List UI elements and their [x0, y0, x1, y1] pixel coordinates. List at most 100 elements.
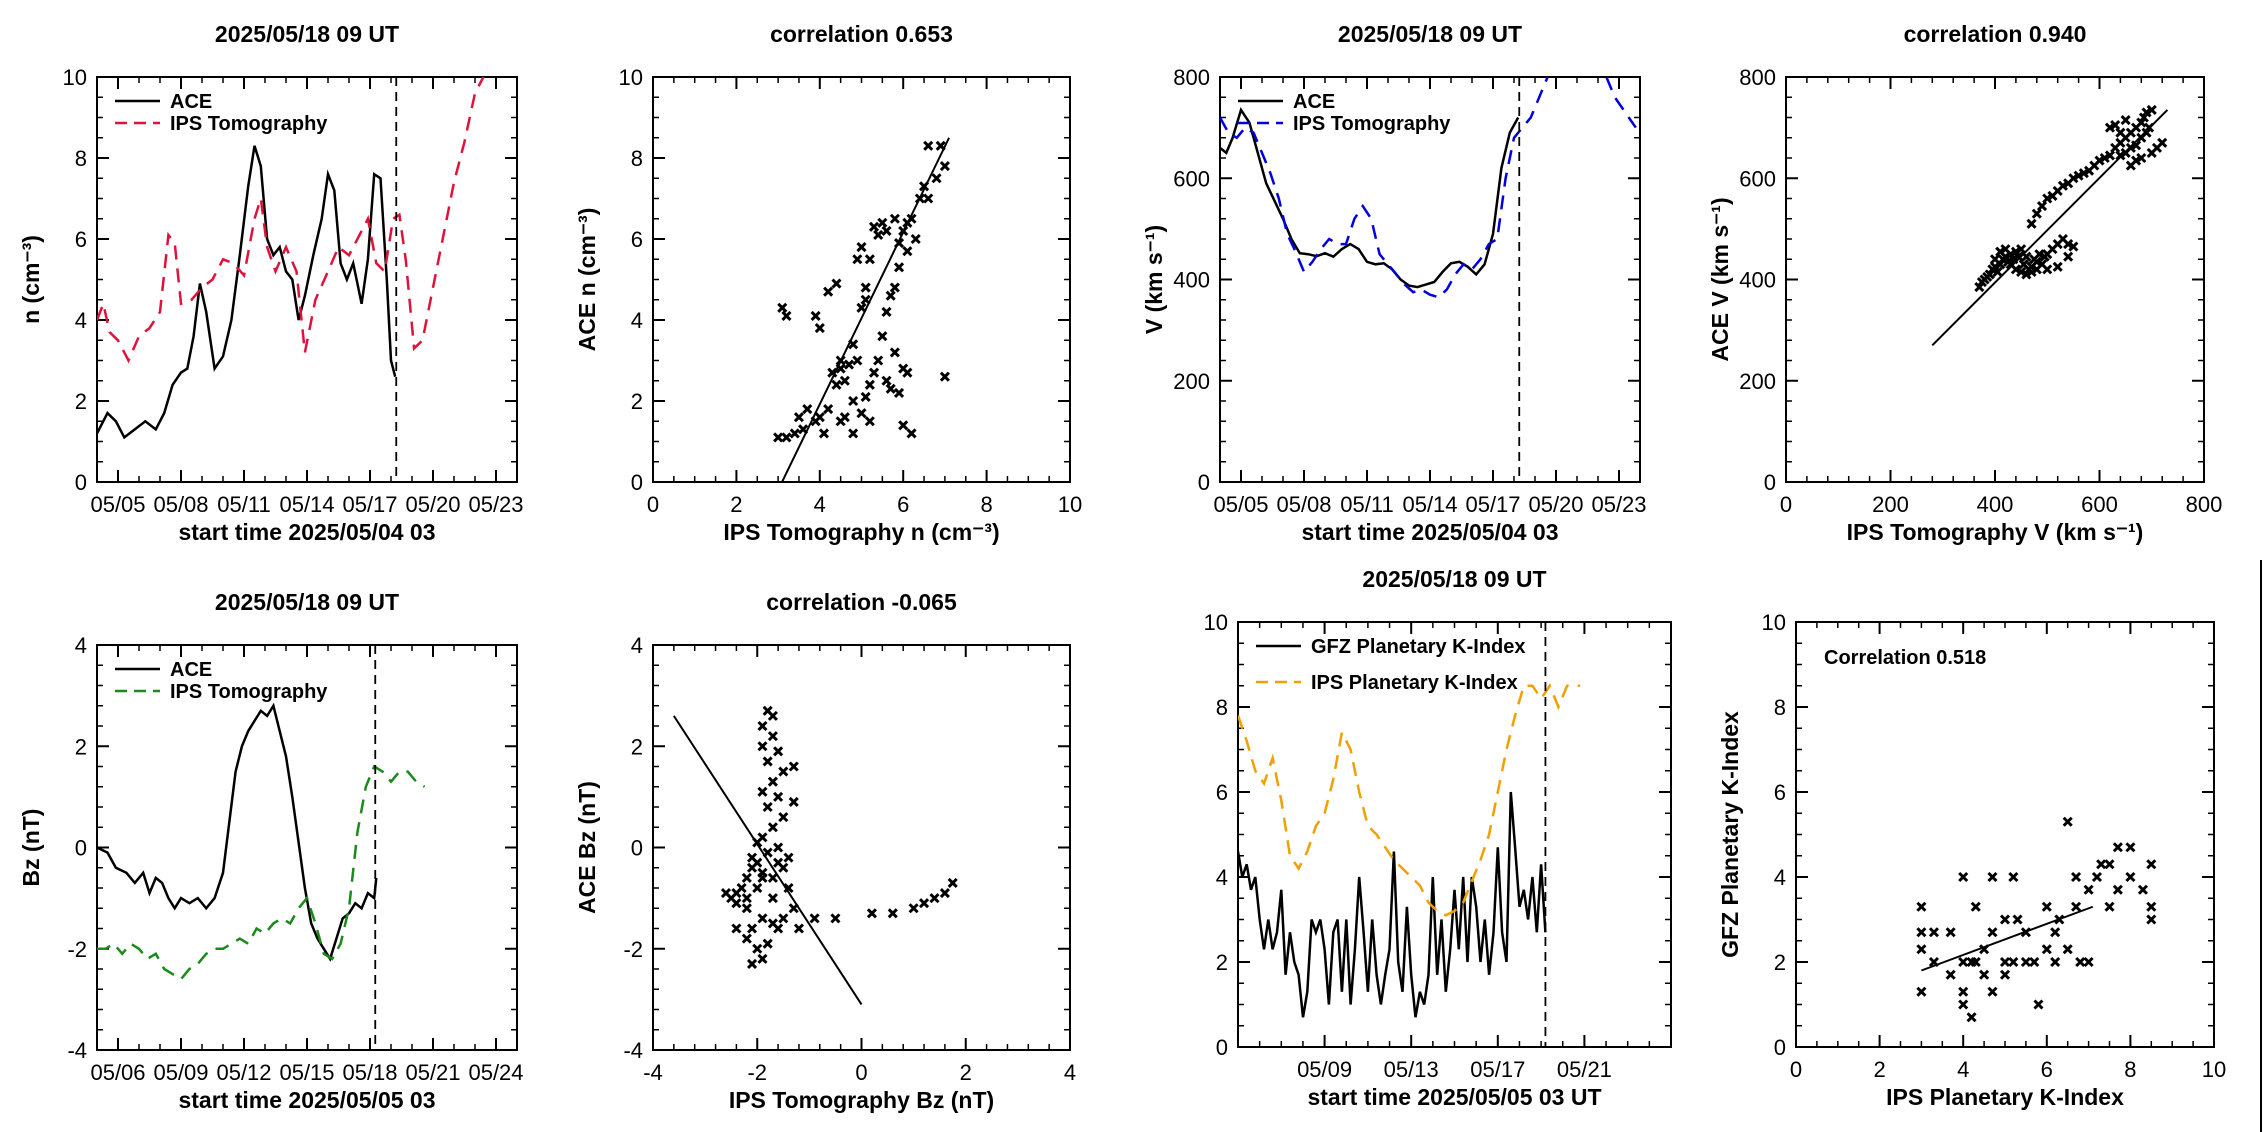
- series-line-0: [1238, 791, 1547, 1018]
- scatter-point: [814, 323, 825, 334]
- y-tick-label: 8: [1774, 695, 1786, 720]
- scatter-point: [2010, 246, 2021, 257]
- x-tick-label: -4: [643, 1060, 663, 1085]
- scatter-point: [2050, 927, 2061, 938]
- x-axis-label: IPS Tomography Bz (nT): [729, 1087, 994, 1113]
- scatter-point: [2063, 251, 2074, 262]
- scatter-point: [852, 355, 863, 366]
- scatter-point: [2120, 147, 2131, 158]
- y-axis-label: V (km s⁻¹): [1141, 225, 1167, 334]
- plot-frame: [652, 644, 1071, 1051]
- scatter-point: [2125, 842, 2136, 853]
- y-tick-label: 4: [631, 308, 643, 333]
- scatter-point: [757, 913, 768, 924]
- scatter-point: [2020, 927, 2031, 938]
- scatter-point: [2078, 168, 2089, 179]
- data-area: [97, 77, 485, 482]
- y-tick-label: 8: [631, 146, 643, 171]
- scatter-point: [2029, 956, 2040, 968]
- x-tick-label: 05/08: [153, 492, 208, 517]
- scatter-point: [2157, 137, 2168, 148]
- series-line-1: [97, 764, 426, 981]
- scatter-point: [741, 893, 752, 904]
- legend-label: GFZ Planetary K-Index: [1311, 636, 1526, 658]
- y-tick-label: 0: [631, 470, 643, 495]
- scatter-point: [856, 242, 867, 253]
- plot-frame: [652, 76, 1071, 483]
- panel-bz-scatter: -4 -2 0 2 4 -4 -2 0 2 4 correlation -0.065 IPS Tomo…: [574, 589, 1076, 1113]
- x-tick-label: 8: [2124, 1057, 2136, 1082]
- y-axis-label: n (cm⁻³): [18, 235, 44, 324]
- series-line-1: [1238, 683, 1581, 917]
- y-tick-label: 4: [1774, 865, 1786, 890]
- scatter-point: [827, 367, 838, 378]
- scatter-point: [868, 221, 880, 232]
- y-tick-label: 10: [619, 65, 643, 90]
- scatter-point: [731, 898, 742, 909]
- legend-label: IPS Tomography: [170, 113, 328, 135]
- panel-title: correlation 0.940: [1904, 21, 2087, 47]
- scatter-point: [2073, 170, 2084, 181]
- y-tick-label: 4: [75, 308, 87, 333]
- scatter-point: [873, 229, 884, 241]
- scatter-point: [746, 862, 758, 873]
- scatter-point: [881, 375, 892, 386]
- scatter-point: [2120, 114, 2131, 126]
- scatter-point: [741, 933, 752, 944]
- scatter-point: [762, 756, 773, 767]
- scatter-point: [1999, 914, 2011, 925]
- scatter-point: [2112, 842, 2123, 853]
- scatter-point: [773, 791, 784, 802]
- y-tick-label: 2: [1774, 950, 1786, 975]
- scatter-point: [939, 161, 950, 172]
- scatter-point: [810, 310, 821, 322]
- scatter-point: [848, 339, 859, 350]
- scatter-point: [2146, 859, 2157, 870]
- data-area: [773, 137, 950, 482]
- scatter-point: [752, 837, 763, 848]
- scatter-point: [893, 262, 905, 273]
- scatter-point: [889, 347, 900, 358]
- y-tick-label: 600: [1739, 166, 1776, 191]
- scatter-point: [1995, 246, 2006, 257]
- scatter-point: [898, 420, 909, 431]
- scatter-point: [2094, 155, 2105, 166]
- scatter-point: [2112, 884, 2123, 895]
- scatter-point: [2070, 901, 2082, 912]
- scatter-point: [835, 416, 846, 427]
- scatter-point: [789, 428, 800, 439]
- plot-frame: [96, 644, 518, 1051]
- data-area: [673, 705, 958, 1005]
- x-tick-label: 6: [2041, 1057, 2053, 1082]
- y-axis-label: ACE n (cm⁻³): [574, 208, 600, 352]
- scatter-point: [818, 428, 830, 439]
- y-tick-label: 6: [631, 227, 643, 252]
- scatter-point: [802, 404, 813, 415]
- scatter-point: [2020, 956, 2031, 968]
- scatter-point: [887, 908, 898, 919]
- scatter-point: [864, 254, 875, 265]
- x-tick-label: 05/23: [1591, 492, 1646, 517]
- scatter-point: [848, 395, 859, 407]
- scatter-point: [788, 761, 799, 772]
- y-tick-label: 6: [1216, 780, 1228, 805]
- scatter-point: [767, 822, 778, 833]
- legend-label: IPS Tomography: [170, 681, 328, 703]
- panel-kindex-time: 05/09 05/13 05/17 05/21 0 2 4 6 8 10 2025/05/18 09…: [1204, 566, 1672, 1110]
- x-tick-label: 05/14: [279, 492, 334, 517]
- scatter-point: [793, 412, 805, 423]
- y-tick-label: 400: [1173, 268, 1210, 293]
- panel-velocity-time: 05/05 05/08 05/11 05/14 05/17 05/20 05/23 0 200 4…: [1141, 21, 1647, 545]
- y-tick-label: 6: [75, 227, 87, 252]
- y-tick-label: 0: [1216, 1035, 1228, 1060]
- scatter-point: [746, 923, 758, 934]
- scatter-point: [757, 720, 768, 732]
- scatter-point: [757, 872, 768, 883]
- scatter-point: [2068, 173, 2079, 184]
- x-tick-label: 10: [1058, 492, 1082, 517]
- scatter-point: [898, 363, 909, 374]
- y-tick-label: 0: [1764, 470, 1776, 495]
- scatter-point: [873, 355, 884, 366]
- x-tick-label: 05/24: [468, 1060, 523, 1085]
- scatter-point: [767, 731, 778, 742]
